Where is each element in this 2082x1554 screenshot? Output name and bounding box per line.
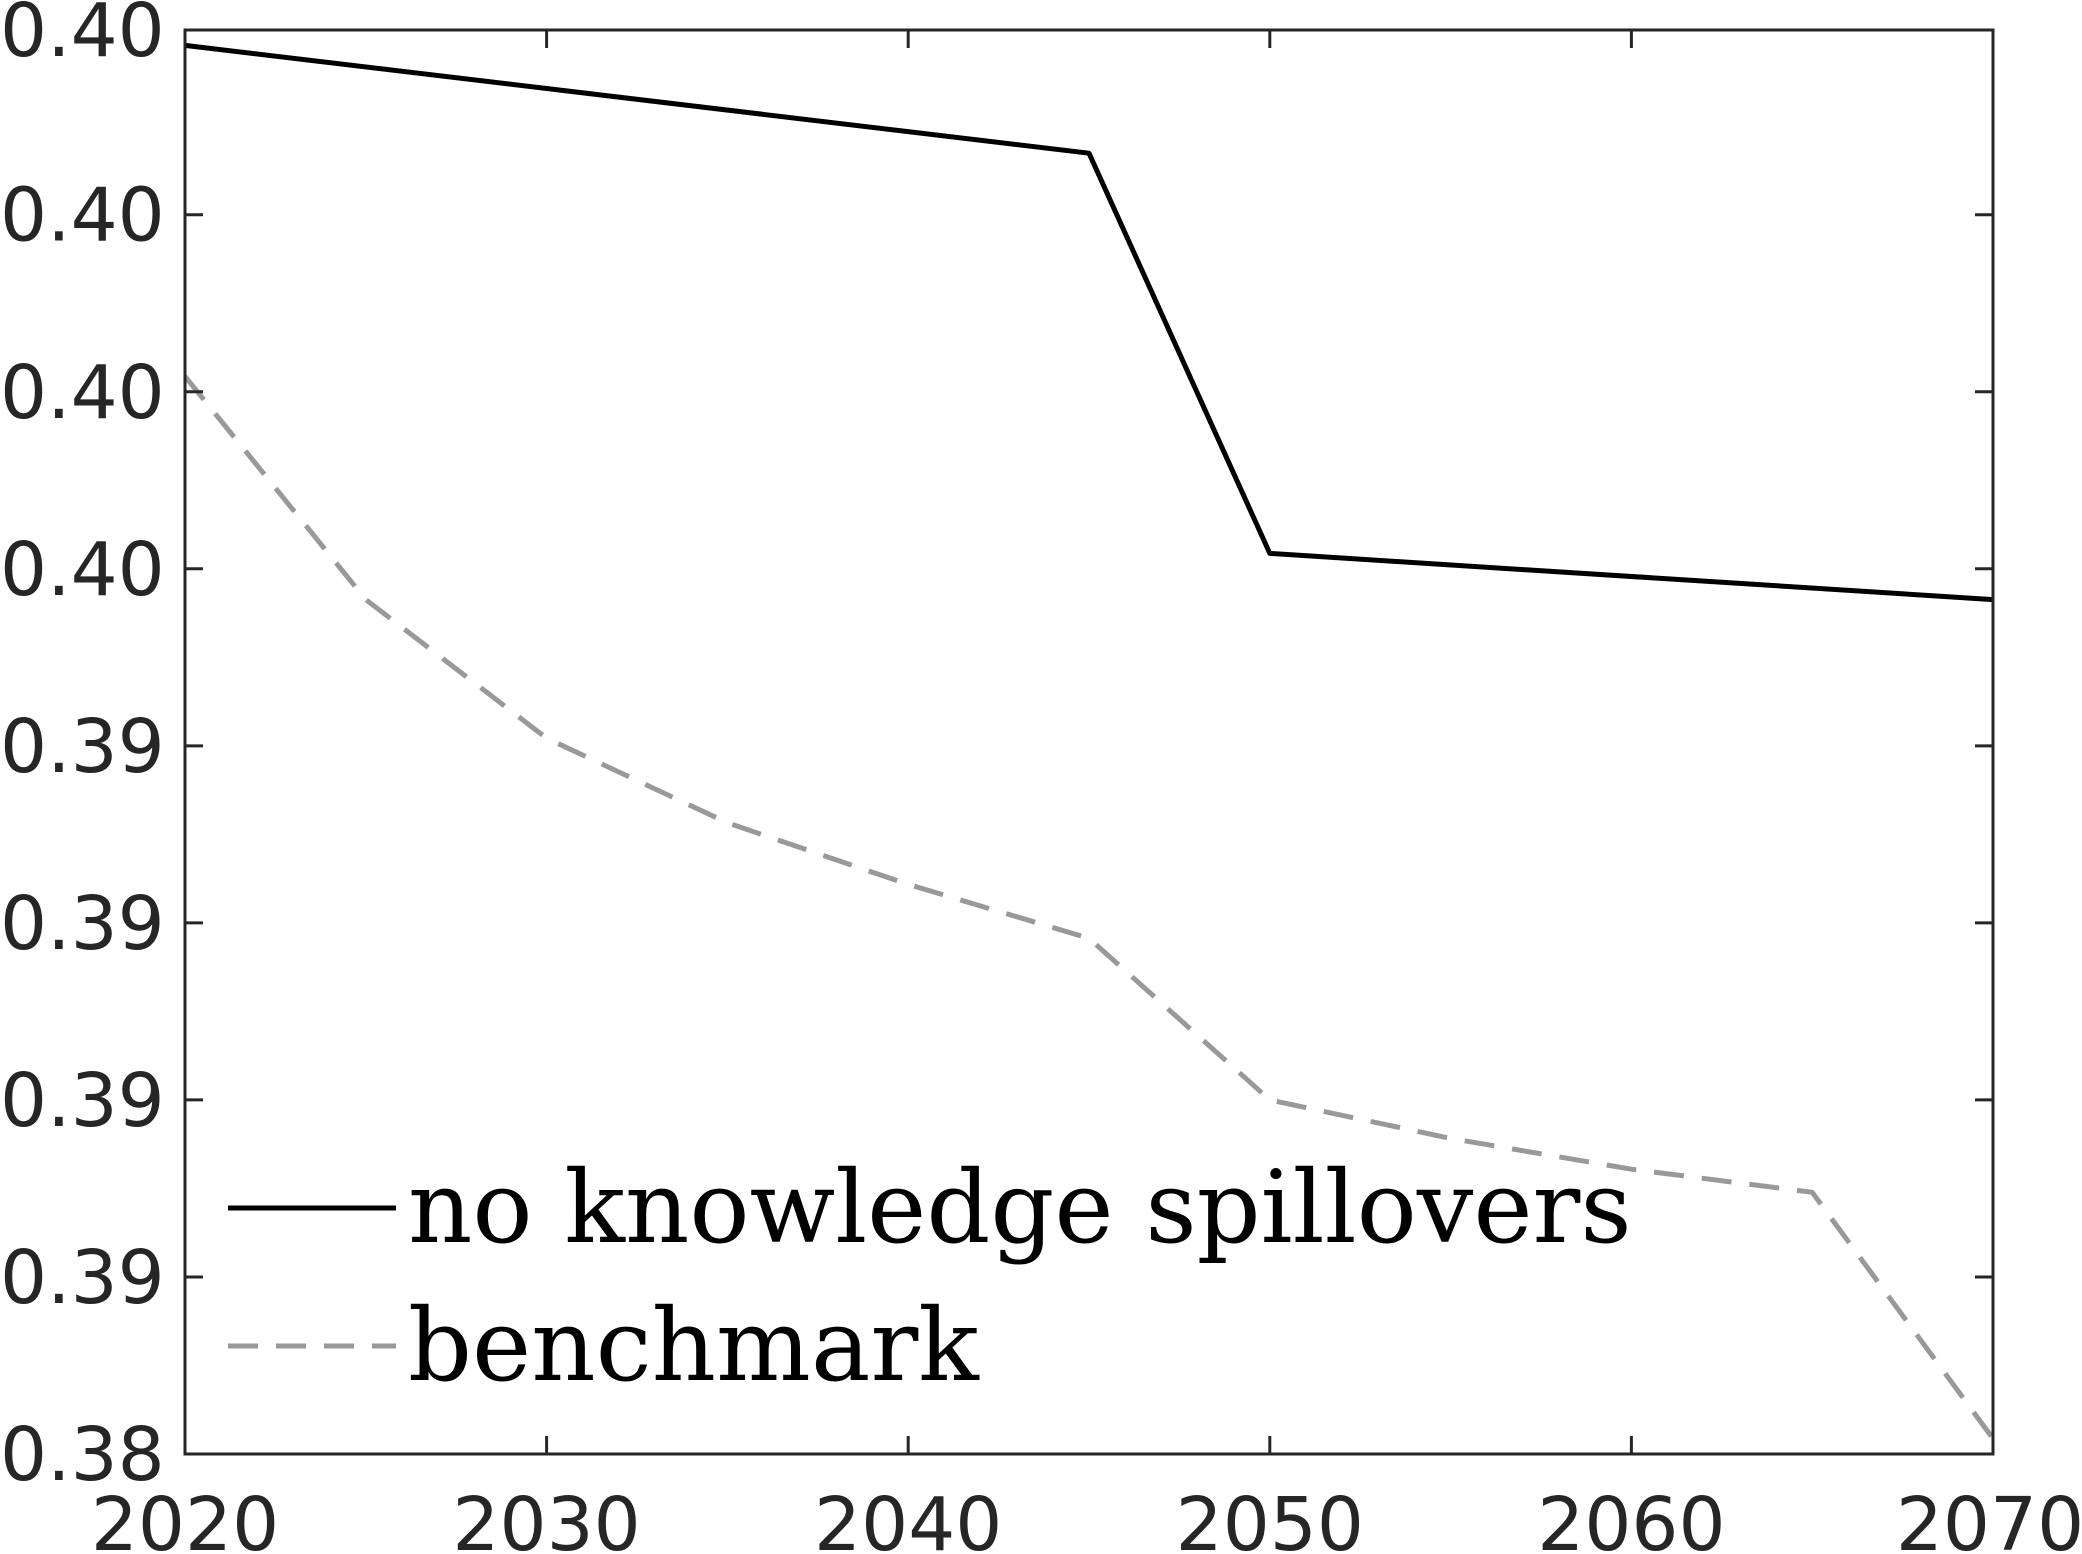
y-tick-label: 0.40 — [0, 173, 165, 259]
y-tick-label: 0.39 — [0, 1235, 165, 1321]
x-tick-label: 2040 — [814, 1482, 1002, 1554]
y-tick-label: 0.39 — [0, 1058, 165, 1144]
y-tick-label: 0.38 — [0, 1412, 165, 1498]
legend-label-1: no knowledge spillovers — [408, 1149, 1632, 1266]
x-tick-label: 2030 — [452, 1482, 640, 1554]
x-tick-label: 2060 — [1537, 1482, 1725, 1554]
series-layer — [183, 42, 1996, 1441]
series-line-2 — [183, 374, 1996, 1441]
x-tick-label: 2050 — [1176, 1482, 1364, 1554]
y-tick-label: 0.39 — [0, 704, 165, 790]
y-tick-label: 0.40 — [0, 527, 165, 613]
y-tick-label: 0.40 — [0, 0, 165, 74]
y-tick-label: 0.39 — [0, 881, 165, 967]
x-tick-label: 2020 — [91, 1482, 279, 1554]
series-line-1 — [184, 42, 1994, 603]
legend: no knowledge spillovers benchmark — [228, 1149, 1632, 1404]
plot-area — [185, 30, 1993, 1454]
x-tick-label: 2070 — [1896, 1482, 2082, 1554]
y-tick-label: 0.40 — [0, 350, 165, 436]
plot-frame — [183, 28, 1995, 1456]
legend-label-2: benchmark — [408, 1287, 980, 1404]
